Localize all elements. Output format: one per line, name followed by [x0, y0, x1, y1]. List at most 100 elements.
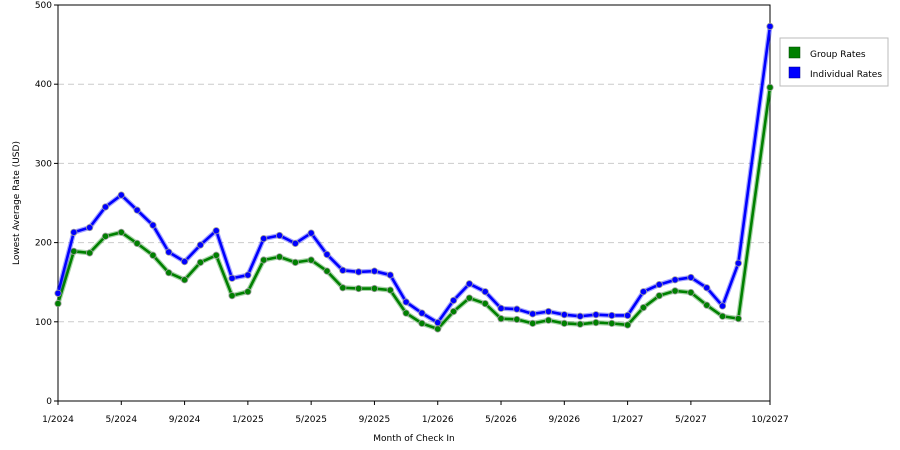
data-point-group-rates-32 — [560, 319, 568, 327]
data-point-group-rates-42 — [718, 312, 727, 320]
x-tick-label-4: 5/2025 — [295, 415, 327, 425]
data-point-individual-rates-41 — [703, 284, 711, 292]
legend-swatch-group-rates — [788, 46, 801, 59]
axes — [57, 4, 771, 402]
data-point-group-rates-0 — [54, 299, 62, 308]
y-tick-label-300: 300 — [35, 159, 52, 169]
legend: Group Rates Individual Rates — [779, 37, 889, 87]
x-tick-label-5: 9/2025 — [359, 415, 391, 425]
data-point-group-rates-12 — [244, 288, 252, 296]
data-point-individual-rates-16 — [307, 229, 315, 237]
data-point-individual-rates-22 — [402, 298, 410, 306]
data-point-group-rates-27 — [481, 299, 489, 308]
data-point-group-rates-7 — [165, 269, 173, 277]
data-point-individual-rates-12 — [244, 271, 252, 279]
data-point-group-rates-41 — [703, 301, 711, 309]
data-point-group-rates-18 — [339, 284, 347, 292]
data-point-individual-rates-43 — [734, 259, 742, 267]
grid-lines — [58, 83, 770, 323]
data-point-group-rates-31 — [544, 316, 553, 324]
x-axis-title: Month of Check In — [373, 434, 455, 444]
data-point-individual-rates-2 — [86, 223, 94, 232]
data-point-individual-rates-4 — [117, 191, 125, 199]
x-tick-label-2: 9/2024 — [169, 415, 201, 425]
data-point-group-rates-29 — [513, 315, 521, 324]
data-point-individual-rates-13 — [260, 235, 268, 243]
data-point-individual-rates-37 — [639, 288, 648, 296]
data-point-individual-rates-35 — [608, 311, 616, 320]
data-point-group-rates-21 — [386, 286, 394, 294]
data-point-group-rates-8 — [180, 276, 189, 284]
data-point-group-rates-28 — [497, 315, 505, 323]
plot-frame — [57, 4, 771, 402]
series-line-individual-rates — [56, 26, 772, 324]
data-point-individual-rates-27 — [481, 288, 489, 296]
data-point-group-rates-44 — [766, 83, 774, 91]
data-point-individual-rates-25 — [449, 296, 458, 305]
data-point-individual-rates-5 — [133, 206, 141, 214]
data-point-group-rates-15 — [291, 258, 299, 266]
data-point-group-rates-30 — [529, 319, 537, 327]
data-point-group-rates-3 — [101, 232, 110, 240]
data-point-individual-rates-10 — [212, 227, 220, 235]
data-point-individual-rates-38 — [655, 280, 663, 289]
data-point-group-rates-20 — [370, 284, 379, 293]
x-tick-label-7: 5/2026 — [485, 415, 517, 425]
data-point-individual-rates-7 — [165, 248, 173, 256]
data-point-individual-rates-9 — [196, 241, 204, 249]
data-point-individual-rates-32 — [560, 311, 568, 319]
data-point-group-rates-4 — [117, 228, 125, 236]
data-point-individual-rates-0 — [54, 289, 62, 297]
y-tick-label-0: 0 — [46, 397, 52, 407]
y-tick-label-400: 400 — [35, 80, 52, 90]
data-point-group-rates-33 — [576, 320, 584, 328]
data-point-individual-rates-40 — [687, 273, 695, 282]
data-point-group-rates-10 — [212, 251, 220, 259]
data-point-individual-rates-36 — [623, 311, 632, 320]
data-point-individual-rates-24 — [434, 318, 442, 327]
data-point-individual-rates-20 — [370, 267, 379, 275]
data-point-individual-rates-18 — [339, 266, 347, 274]
data-point-group-rates-24 — [434, 325, 442, 333]
data-point-individual-rates-1 — [70, 228, 78, 236]
series-individual-rates — [54, 22, 774, 327]
data-point-individual-rates-17 — [323, 250, 331, 259]
data-point-individual-rates-11 — [228, 274, 236, 282]
x-tick-label-1: 5/2024 — [105, 415, 137, 425]
data-point-individual-rates-6 — [149, 221, 157, 229]
x-tick-label-10: 5/2027 — [675, 415, 707, 425]
legend-label-group-rates: Group Rates — [810, 50, 866, 60]
data-point-individual-rates-8 — [180, 258, 189, 266]
legend-label-individual-rates: Individual Rates — [810, 70, 882, 80]
data-point-group-rates-17 — [323, 267, 331, 275]
data-point-group-rates-39 — [671, 287, 679, 295]
data-point-group-rates-26 — [465, 294, 473, 302]
x-tick-label-6: 1/2026 — [422, 415, 454, 425]
data-point-group-rates-13 — [260, 256, 268, 264]
data-point-individual-rates-34 — [592, 311, 600, 319]
x-tick-label-3: 1/2025 — [232, 415, 264, 425]
data-point-individual-rates-31 — [544, 307, 553, 316]
series-group-rates — [54, 83, 774, 333]
data-point-group-rates-6 — [149, 251, 157, 259]
data-point-group-rates-37 — [639, 303, 648, 312]
data-point-group-rates-1 — [70, 247, 78, 255]
data-point-group-rates-34 — [592, 318, 600, 327]
series-line-halo-group-rates — [55, 87, 773, 332]
x-tick-label-11: 10/2027 — [751, 415, 788, 425]
data-point-group-rates-11 — [228, 292, 236, 300]
data-point-group-rates-23 — [418, 319, 426, 327]
data-point-individual-rates-21 — [386, 271, 394, 279]
data-point-group-rates-35 — [608, 319, 616, 327]
data-point-individual-rates-30 — [529, 310, 537, 318]
data-point-individual-rates-44 — [766, 22, 774, 30]
data-point-individual-rates-42 — [718, 302, 727, 310]
x-tick-label-9: 1/2027 — [612, 415, 644, 425]
x-tick-label-0: 1/2024 — [42, 415, 74, 425]
y-tick-label-500: 500 — [35, 1, 52, 11]
data-point-individual-rates-39 — [671, 276, 679, 284]
y-axis-ticks: 0 100 200 300 400 500 — [35, 1, 58, 407]
series-layer — [54, 22, 774, 333]
y-tick-label-200: 200 — [35, 239, 52, 249]
